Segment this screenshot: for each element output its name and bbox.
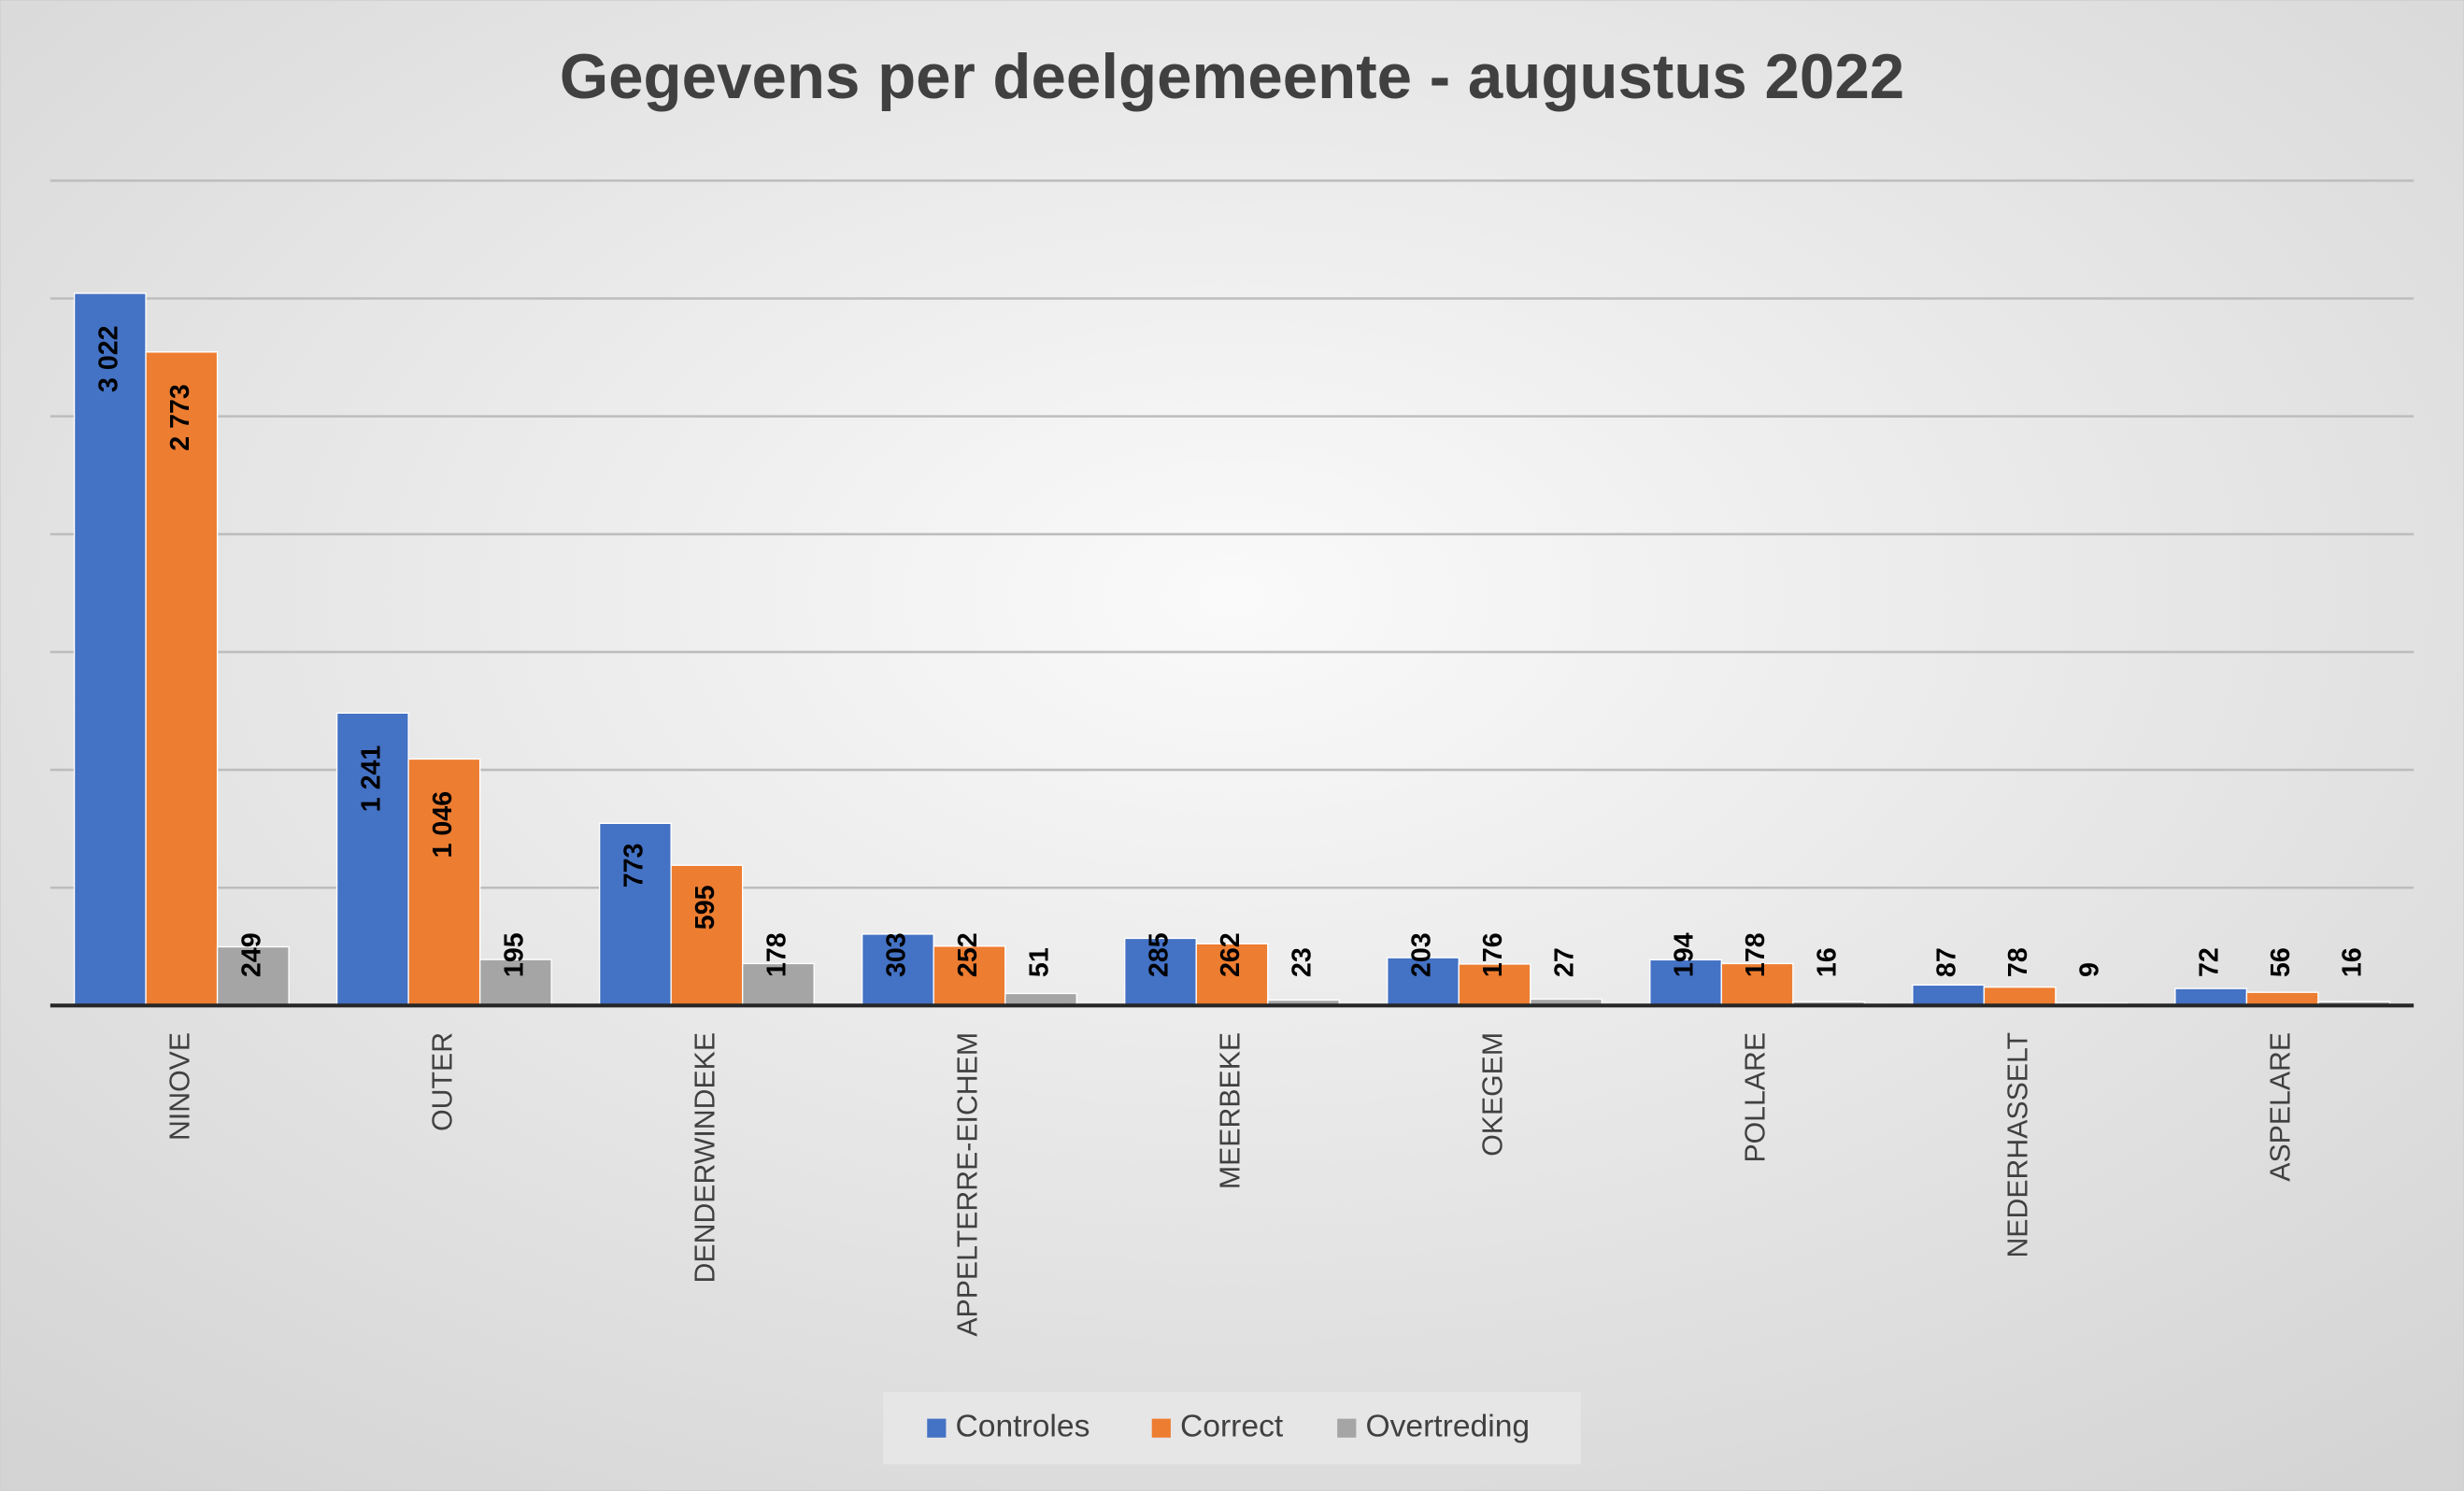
data-label: 16 xyxy=(1813,947,1843,977)
x-tick-label: MEERBEKE xyxy=(1216,1032,1246,1189)
legend-swatch xyxy=(1337,1418,1357,1438)
data-label: 178 xyxy=(1741,932,1771,977)
x-tick-label: NINOVE xyxy=(164,1032,195,1141)
x-tick-label: ASPELARE xyxy=(2266,1032,2297,1182)
data-label: 27 xyxy=(1550,947,1580,977)
data-label: 23 xyxy=(1288,947,1317,977)
data-label: 194 xyxy=(1670,932,1700,977)
bar xyxy=(2174,987,2248,1007)
bar xyxy=(2245,991,2319,1007)
data-label: 51 xyxy=(1025,947,1055,977)
bar xyxy=(1458,963,1531,1007)
bar xyxy=(598,822,672,1007)
x-tick-label: POLLARE xyxy=(1741,1032,1772,1163)
legend-label: Overtreding xyxy=(1365,1410,1530,1444)
x-tick-label: DENDERWINDEKE xyxy=(690,1032,720,1284)
legend xyxy=(883,1392,1581,1465)
data-label: 3 022 xyxy=(93,325,123,392)
data-label: 16 xyxy=(2338,947,2368,977)
data-label: 178 xyxy=(762,932,791,977)
data-label: 1 241 xyxy=(356,746,386,813)
legend-swatch xyxy=(927,1418,947,1438)
bar xyxy=(1387,957,1460,1007)
bar xyxy=(478,958,552,1007)
data-label: 9 xyxy=(2075,962,2105,977)
bar xyxy=(1195,943,1269,1007)
bar xyxy=(862,933,934,1007)
x-tick-label: NEDERHASSELT xyxy=(2003,1032,2034,1258)
bar xyxy=(1983,986,2057,1007)
bar xyxy=(670,864,744,1007)
bar xyxy=(407,758,481,1007)
data-label: 78 xyxy=(2003,947,2033,977)
data-label: 176 xyxy=(1478,932,1508,977)
data-label: 56 xyxy=(2266,947,2296,977)
bar xyxy=(216,945,290,1007)
bar xyxy=(742,962,815,1007)
bar xyxy=(933,945,1006,1007)
bar xyxy=(73,292,147,1007)
data-label: 203 xyxy=(1407,932,1437,977)
legend-label: Correct xyxy=(1180,1410,1284,1444)
bar xyxy=(1720,962,1794,1007)
data-label: 595 xyxy=(691,885,720,930)
x-tick-label: OKEGEM xyxy=(1478,1032,1509,1157)
x-tick-label: OUTER xyxy=(427,1032,458,1131)
bar xyxy=(1912,984,1986,1007)
data-label: 195 xyxy=(499,932,529,977)
bar xyxy=(1649,958,1722,1007)
data-label: 249 xyxy=(236,932,266,977)
bar xyxy=(1124,937,1197,1007)
data-label: 87 xyxy=(1932,947,1962,977)
data-label: 2 773 xyxy=(165,384,195,451)
data-label: 262 xyxy=(1216,932,1246,977)
data-label: 303 xyxy=(881,932,911,977)
data-label: 252 xyxy=(953,932,983,977)
chart-title: Gegevens per deelgemeente - augustus 202… xyxy=(560,42,1904,112)
data-label: 773 xyxy=(619,844,648,888)
data-label: 1 046 xyxy=(428,791,458,859)
legend-label: Controles xyxy=(956,1410,1090,1444)
x-tick-label: APPELTERRE-EICHEM xyxy=(952,1032,983,1337)
data-label: 285 xyxy=(1145,932,1175,977)
legend-swatch xyxy=(1151,1418,1171,1438)
data-label: 72 xyxy=(2195,947,2225,977)
